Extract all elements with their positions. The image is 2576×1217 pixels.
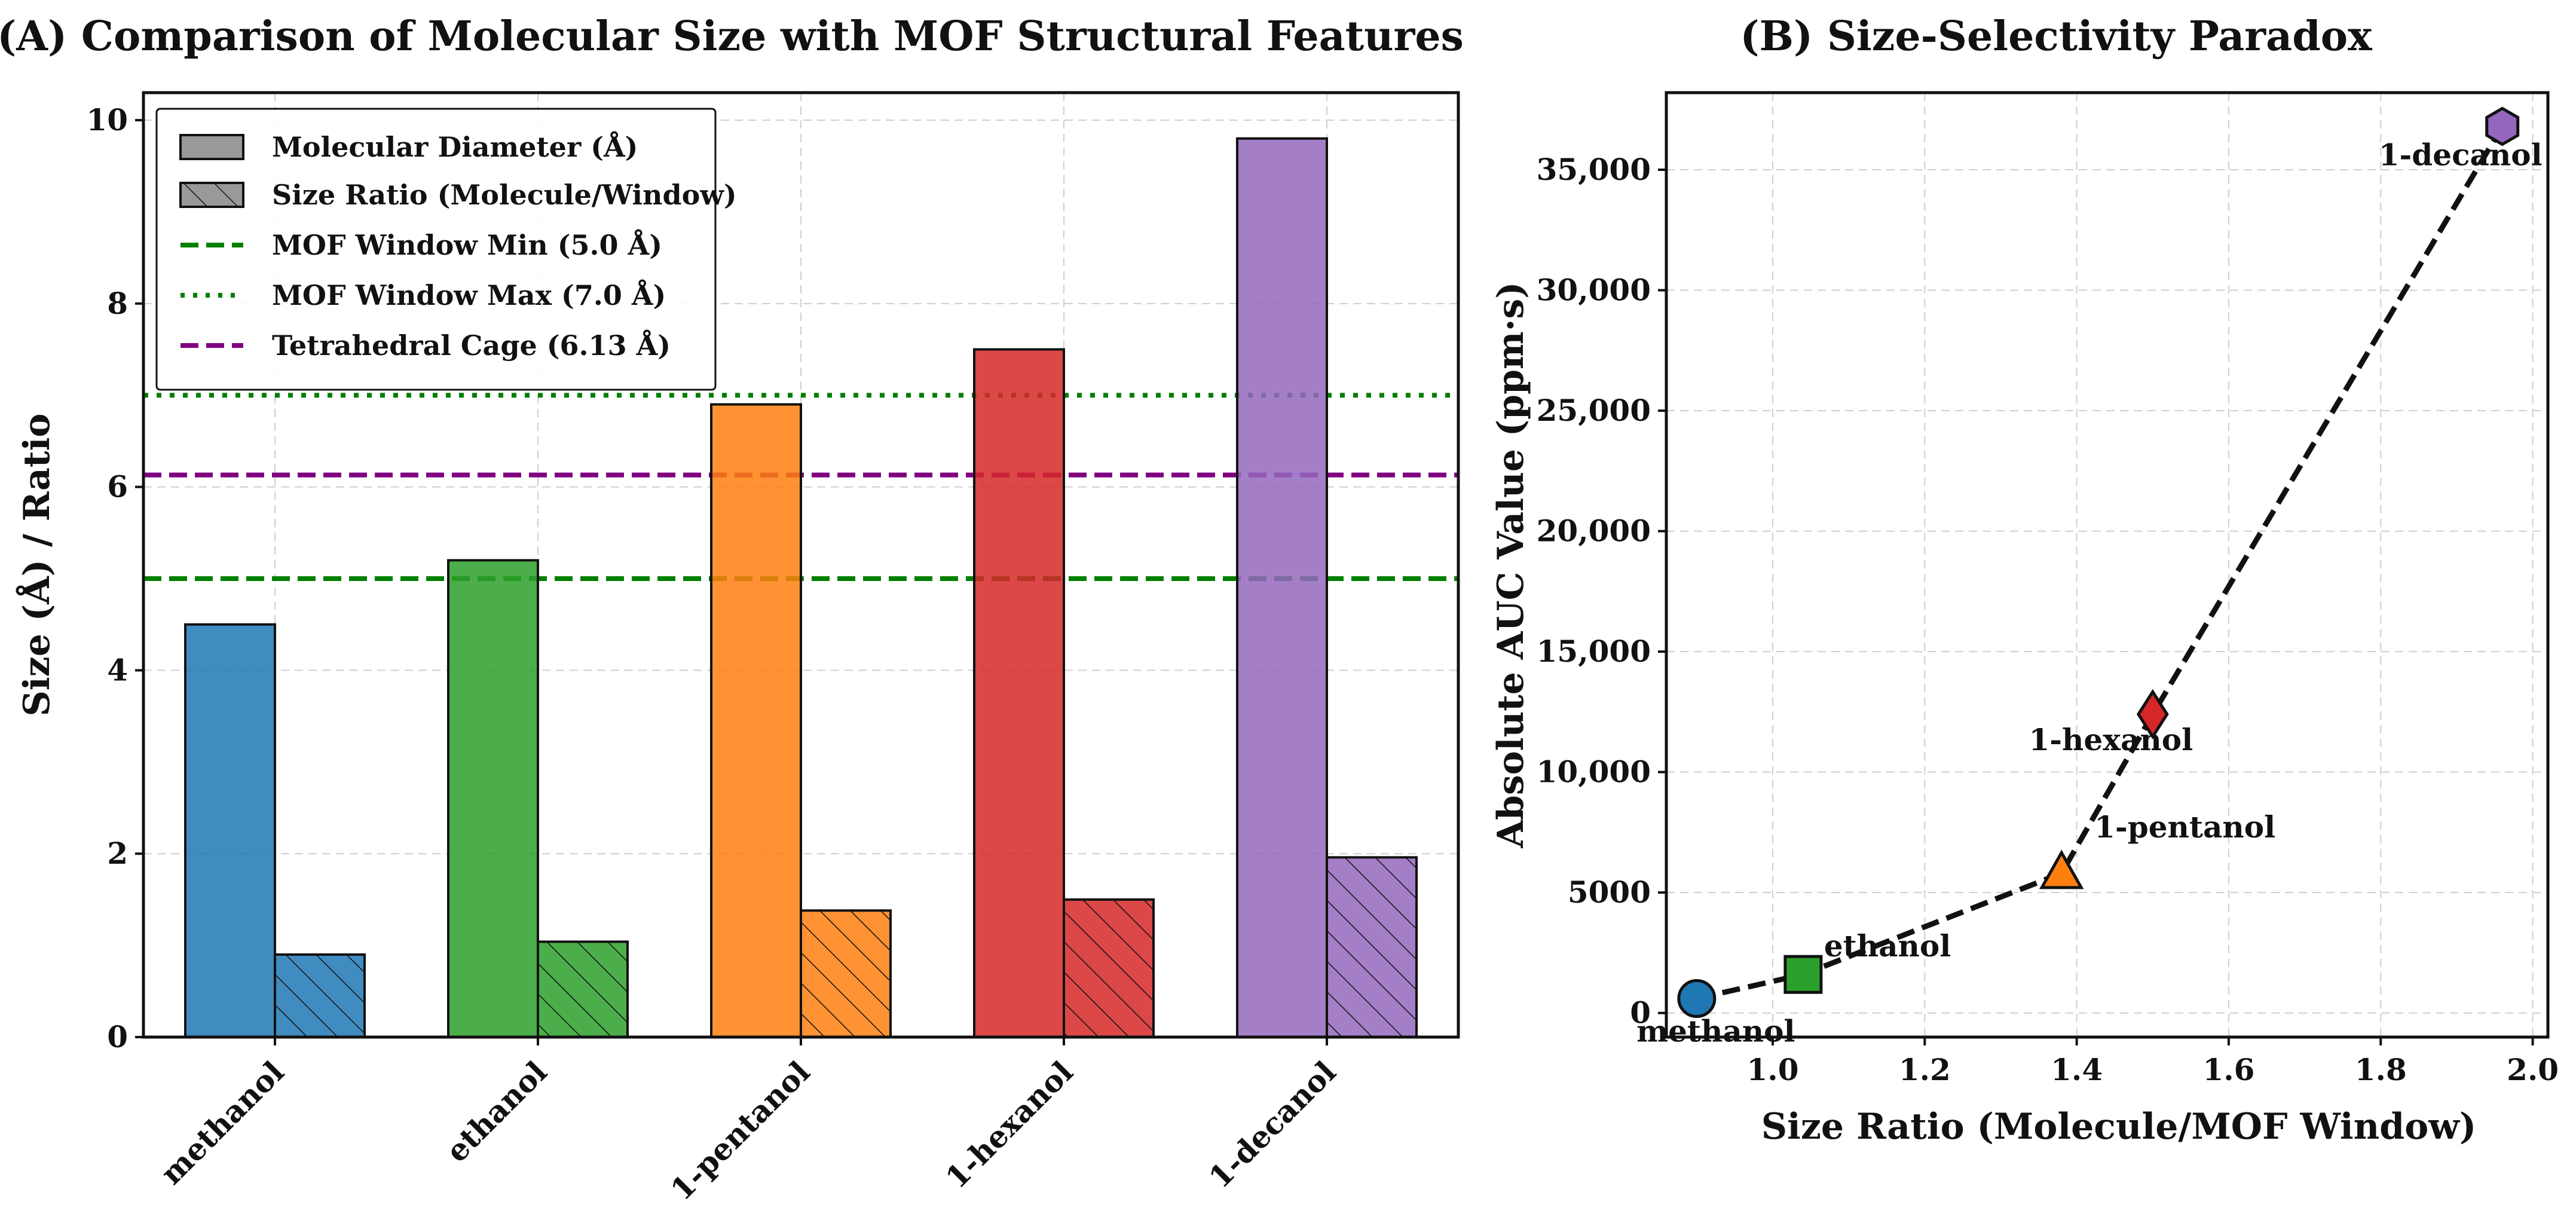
legend-label-tetrahedral: Tetrahedral Cage (6.13 Å): [272, 329, 671, 362]
point-methanol: [1677, 979, 1717, 1019]
point-1-hexanol: [2136, 689, 2169, 740]
bar-ratio-ethanol: [537, 940, 629, 1039]
x-tick-label: 1.2: [1899, 1052, 1951, 1087]
x-tick-label: 1.4: [2051, 1052, 2103, 1087]
x-tick-label-1-pentanol: 1-pentanol: [664, 1054, 817, 1207]
panel-b-scatter-chart: (B) Size-Selectivity Paradox 0 5000 10,000…: [1490, 13, 2559, 1148]
legend-label-diameter: Molecular Diameter (Å): [272, 130, 638, 163]
bar-ratio-1-hexanol: [1063, 898, 1155, 1039]
y-tick-label: 30,000: [1537, 273, 1651, 308]
y-tick-label: 6: [107, 469, 128, 504]
bar-diameter-1-pentanol: [710, 403, 802, 1039]
bar-ratio-methanol: [274, 953, 366, 1039]
y-tick-label: 35,000: [1537, 152, 1651, 187]
x-tick-label-methanol: methanol: [154, 1054, 290, 1191]
bar-diameter-1-hexanol: [973, 348, 1065, 1039]
point-label-1-hexanol: 1-hexanol: [2029, 722, 2193, 757]
panel-a-legend: Molecular Diameter (Å) Size Ratio (Molec…: [155, 108, 737, 391]
y-tick-label: 20,000: [1537, 513, 1651, 549]
y-tick-label: 10: [86, 102, 128, 137]
panel-a-bar-chart: (A) Comparison of Molecular Size with MO…: [0, 13, 1464, 1207]
y-tick-label: 0: [107, 1019, 128, 1054]
bar-ratio-1-decanol: [1326, 856, 1418, 1039]
x-tick-label: 2.0: [2507, 1052, 2559, 1087]
legend-label-ratio: Size Ratio (Molecule/Window): [272, 179, 737, 211]
panel-b-title: (B) Size-Selectivity Paradox: [1740, 13, 2372, 60]
y-tick-label: 10,000: [1537, 754, 1651, 790]
panel-b-y-ticks: 0 5000 10,000 15,000 20,000 25,000 30,000 35,00…: [1537, 152, 1666, 1031]
point-label-1-decanol: 1-decanol: [2379, 137, 2543, 172]
x-tick-label: 1.8: [2355, 1052, 2407, 1087]
panel-b-axes-frame: [1665, 91, 2550, 1039]
x-tick-label-ethanol: ethanol: [439, 1054, 554, 1169]
panel-b-x-label: Size Ratio (Molecule/MOF Window): [1761, 1106, 2477, 1148]
point-1-pentanol: [2039, 849, 2084, 889]
point-label-1-pentanol: 1-pentanol: [2094, 809, 2275, 845]
point-label-methanol: methanol: [1636, 1014, 1795, 1049]
panel-a-y-label: Size (Å) / Ratio: [16, 414, 58, 717]
y-tick-label: 2: [107, 836, 128, 871]
x-tick-label-1-decanol: 1-decanol: [1202, 1054, 1342, 1195]
bar-diameter-ethanol: [447, 559, 539, 1038]
panel-b-point-labels: methanol ethanol 1-pentanol 1-hexanol 1-deca…: [1636, 137, 2542, 1048]
legend-swatch-diameter: [179, 134, 244, 160]
bar-ratio-1-pentanol: [800, 909, 892, 1038]
legend-label-window-min: MOF Window Min (5.0 Å): [272, 228, 662, 261]
panel-b-trend-line: [1696, 125, 2505, 1001]
y-tick-label: 8: [107, 286, 128, 321]
x-tick-label: 1.6: [2202, 1052, 2254, 1087]
bar-diameter-1-decanol: [1236, 137, 1328, 1039]
panel-b-gridlines: [1666, 93, 2548, 1037]
panel-a-title: (A) Comparison of Molecular Size with MO…: [0, 13, 1464, 60]
legend-frame: [155, 108, 717, 391]
point-1-decanol: [2485, 106, 2520, 146]
y-tick-label: 0: [1630, 995, 1651, 1031]
y-tick-label: 5000: [1568, 874, 1651, 910]
panel-a-x-ticks: methanol ethanol 1-pentanol 1-hexanol 1-deca…: [154, 1037, 1342, 1207]
y-tick-label: 4: [107, 652, 128, 687]
legend-swatch-ratio: [179, 182, 244, 208]
panel-b-y-label: Absolute AUC Value (ppm·s): [1490, 282, 1532, 848]
point-ethanol: [1783, 955, 1823, 994]
panel-b-points: [1677, 106, 2520, 1019]
point-label-ethanol: ethanol: [1824, 928, 1951, 964]
y-tick-label: 25,000: [1537, 393, 1651, 428]
panel-a-y-ticks: 0 2 4 6 8 10: [86, 102, 143, 1054]
panel-b-x-ticks: 1.0 1.2 1.4 1.6 1.8 2.0: [1747, 1037, 2559, 1087]
legend-label-window-max: MOF Window Max (7.0 Å): [272, 279, 666, 311]
x-tick-label: 1.0: [1747, 1052, 1799, 1087]
y-tick-label: 15,000: [1537, 634, 1651, 669]
x-tick-label-1-hexanol: 1-hexanol: [939, 1054, 1080, 1195]
bar-diameter-methanol: [184, 623, 276, 1038]
panel-a-bars: [184, 137, 1418, 1039]
